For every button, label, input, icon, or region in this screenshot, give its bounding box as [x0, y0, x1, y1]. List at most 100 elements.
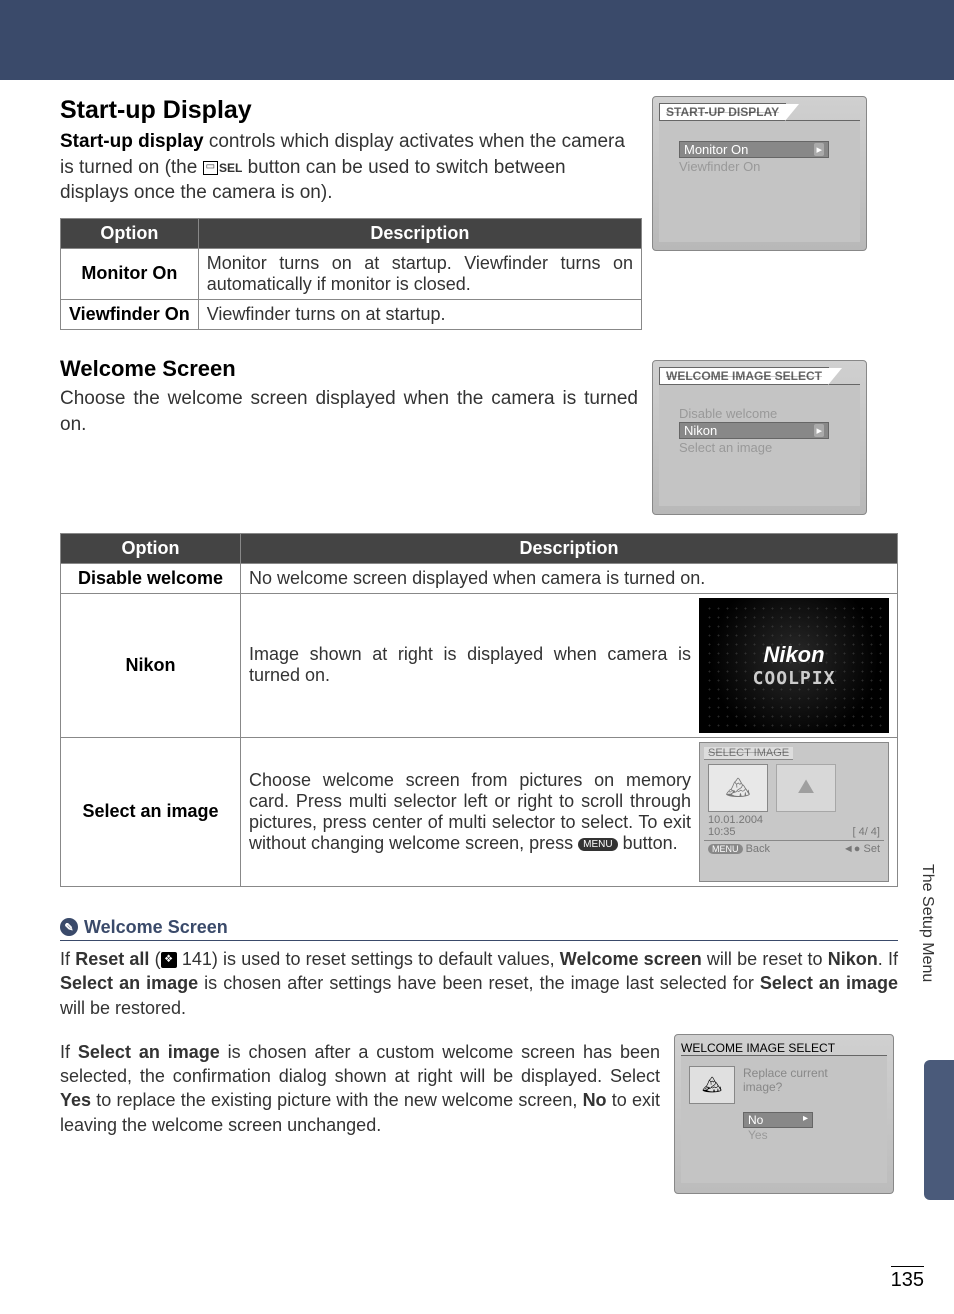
menu-button-icon: MENU [578, 838, 617, 851]
th-desc: Description [241, 533, 898, 563]
thumb-set[interactable]: ◄● Set [843, 843, 880, 855]
page-content: Start-up Display Start-up display contro… [0, 80, 954, 1194]
t: Welcome screen [560, 949, 702, 969]
header-bar [0, 0, 954, 80]
welcome-intro: Choose the welcome screen displayed when… [60, 386, 638, 437]
opt-nikon: Nikon [61, 593, 241, 737]
page-number: 135 [891, 1266, 924, 1292]
no-label: No [748, 1113, 763, 1127]
th-desc: Description [198, 218, 641, 248]
t: . If [878, 949, 898, 969]
t: Reset all [75, 949, 149, 969]
t: No [583, 1090, 607, 1110]
t: Select an image [78, 1042, 220, 1062]
thumb-time: 10:35 [708, 826, 736, 838]
note-p2: If Select an image is chosen after a cus… [60, 1040, 660, 1137]
desc-viewfinder-on: Viewfinder turns on at startup. [198, 299, 641, 329]
back-label: Back [746, 843, 770, 855]
t: If [60, 949, 75, 969]
t: will be restored. [60, 998, 186, 1018]
menu-viewfinder-on[interactable]: Viewfinder On [679, 158, 846, 175]
welcome-camera-screen: WELCOME IMAGE SELECT Disable welcome Nik… [652, 360, 867, 515]
select-thumb-title: SELECT IMAGE [704, 747, 793, 760]
t: Select an image [760, 973, 898, 993]
arrow-icon: ▸ [803, 1113, 808, 1127]
t: will be reset to [702, 949, 828, 969]
startup-screen-title: START-UP DISPLAY [659, 103, 786, 120]
desc-monitor-on: Monitor turns on at startup. Viewfinder … [198, 248, 641, 299]
coolpix-logo: COOLPIX [753, 668, 836, 689]
menu-nikon[interactable]: Nikon ▸ [679, 422, 829, 439]
startup-intro-lead: Start-up display [60, 131, 204, 152]
thumb-image-icon: ⛰ [776, 764, 836, 812]
menu-select-image[interactable]: Select an image [679, 439, 846, 456]
t: Yes [60, 1090, 91, 1110]
startup-text-col: Start-up Display Start-up display contro… [60, 96, 638, 330]
startup-section: Start-up Display Start-up display contro… [60, 96, 904, 330]
nikon-logo: Nikon [763, 642, 824, 668]
opt-viewfinder-on: Viewfinder On [61, 299, 199, 329]
desc-select-image: Choose welcome screen from pictures on m… [241, 737, 898, 886]
t: to replace the existing picture with the… [91, 1090, 583, 1110]
arrow-icon: ▸ [814, 143, 824, 156]
th-option: Option [61, 533, 241, 563]
replace-question: Replace current image? [743, 1066, 828, 1094]
nikon-splash-thumb: Nikon COOLPIX [699, 598, 889, 733]
menu-monitor-on[interactable]: Monitor On ▸ [679, 141, 829, 158]
note-p1: If Reset all (❖ 141) is used to reset se… [60, 947, 898, 1020]
opt-disable-welcome: Disable welcome [61, 563, 241, 593]
rq2: image? [743, 1080, 828, 1094]
desc-nikon-text: Image shown at right is displayed when c… [249, 644, 691, 686]
desc-select-image-text: Choose welcome screen from pictures on m… [249, 770, 691, 854]
menu-pill: MENU [708, 844, 743, 854]
th-option: Option [61, 218, 199, 248]
sel-icon: ▭SEL [203, 160, 243, 176]
t: If [60, 1042, 78, 1062]
set-label: Set [863, 843, 880, 855]
thumb-date: 10.01.2004 [708, 814, 763, 826]
replace-yes[interactable]: Yes [743, 1128, 879, 1142]
thumb-image-icon: 🏔 [708, 764, 768, 812]
opt-select-image: Select an image [61, 737, 241, 886]
menu-nikon-label: Nikon [684, 423, 717, 438]
thumb-count: [ 4/ 4] [852, 826, 880, 838]
startup-intro: Start-up display controls which display … [60, 129, 638, 206]
note-heading: ✎ Welcome Screen [60, 917, 898, 941]
welcome-top-row: Welcome Screen Choose the welcome screen… [60, 330, 904, 515]
sel-label: SEL [219, 160, 242, 176]
replace-title: WELCOME IMAGE SELECT [681, 1041, 835, 1055]
t: is chosen after settings have been reset… [198, 973, 760, 993]
side-block [924, 1060, 954, 1200]
startup-table: Option Description Monitor On Monitor tu… [60, 218, 642, 330]
menu-monitor-on-label: Monitor On [684, 142, 748, 157]
replace-no[interactable]: No ▸ [743, 1112, 813, 1128]
thumb-back[interactable]: MENU Back [708, 843, 770, 855]
ref-page: 141 [182, 949, 212, 969]
startup-camera-screen: START-UP DISPLAY Monitor On ▸ Viewfinder… [652, 96, 867, 251]
arrow-icon: ▸ [814, 424, 824, 437]
opt-monitor-on: Monitor On [61, 248, 199, 299]
t: ) is used to reset settings to default v… [212, 949, 560, 969]
welcome-text-col: Welcome Screen Choose the welcome screen… [60, 330, 638, 437]
replace-thumb-icon: 🏔 [689, 1066, 735, 1104]
t: ( [149, 949, 160, 969]
pencil-icon: ✎ [60, 918, 78, 936]
note-p2-row: If Select an image is chosen after a cus… [60, 1034, 904, 1194]
t: Nikon [828, 949, 878, 969]
startup-title: Start-up Display [60, 96, 638, 125]
desc-select-b: button. [618, 833, 678, 853]
welcome-note: ✎ Welcome Screen If Reset all (❖ 141) is… [60, 917, 904, 1194]
desc-disable-welcome: No welcome screen displayed when camera … [241, 563, 898, 593]
rq1: Replace current [743, 1066, 828, 1080]
desc-nikon: Image shown at right is displayed when c… [241, 593, 898, 737]
t: Select an image [60, 973, 198, 993]
welcome-title: Welcome Screen [60, 356, 638, 382]
replace-dialog-screen: WELCOME IMAGE SELECT 🏔 Replace current i… [674, 1034, 894, 1194]
welcome-screen-title: WELCOME IMAGE SELECT [659, 367, 829, 384]
note-head-text: Welcome Screen [84, 917, 228, 938]
menu-disable-welcome[interactable]: Disable welcome [679, 405, 846, 422]
ref-icon: ❖ [161, 952, 177, 968]
welcome-table: Option Description Disable welcome No we… [60, 533, 898, 887]
select-image-thumb: SELECT IMAGE 🏔 ⛰ 10.01.2004 10:35 [ 4/ 4… [699, 742, 889, 882]
side-tab: The Setup Menu [918, 864, 936, 982]
